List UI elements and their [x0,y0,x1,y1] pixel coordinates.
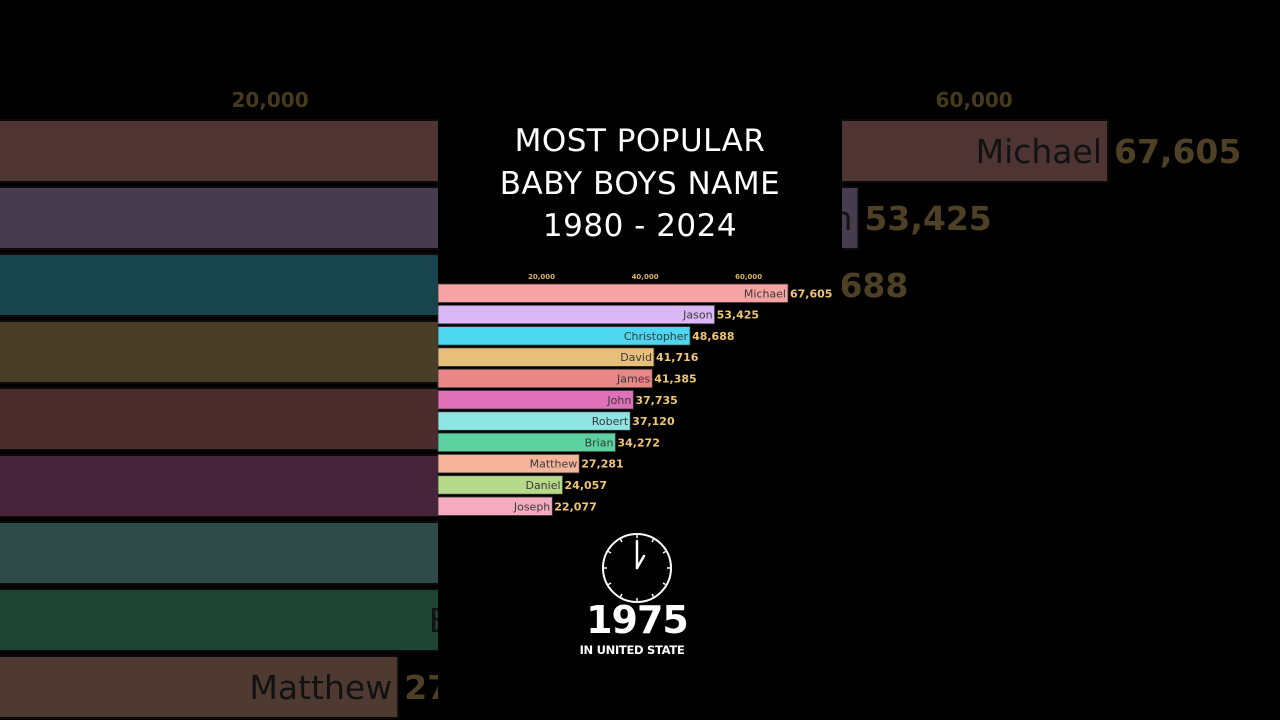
bar [437,390,634,410]
clock-tick [608,582,612,586]
bar [437,283,789,303]
bg-bar-value-label: 67,605 [1114,132,1241,171]
bar-value-label: 34,272 [617,436,659,449]
axis-tick-label: 40,000 [632,273,659,281]
bar [437,475,563,495]
bar-name-label: Jason [682,309,712,322]
bar-chart: 20,000 40,000 60,000 Michael 67,605 Jason 53,4… [437,273,832,516]
bg-axis-tick-label: 20,000 [231,88,308,112]
bar-value-label: 24,057 [565,479,607,492]
bar [437,496,553,516]
bar-value-label: 22,077 [554,500,596,513]
bar [437,304,715,325]
bg-axis-tick-label: 60,000 [936,88,1013,112]
bg-bar [0,655,400,719]
clock-tick [619,539,623,543]
bar-value-label: 37,120 [632,415,675,428]
title-line-2: BABY BOYS NAME [499,166,781,202]
bar [437,411,631,431]
clock-tick [619,593,623,597]
bar-name-label: Christopher [624,330,689,343]
bar-name-label: Michael [744,287,786,300]
clock-icon [602,533,672,603]
bar [437,368,653,389]
bar-name-label: Daniel [525,479,560,492]
clock-tick [662,550,666,554]
bg-bar-name-label: Matthew [249,668,392,707]
bar [437,347,655,367]
bg-bar-name-label: Michael [976,132,1102,171]
title-line-3: 1980 - 2024 [542,208,738,244]
clock-tick [608,550,612,554]
location-label: IN UNITED STATE [579,643,685,657]
bar-value-label: 41,385 [654,372,696,385]
bg-bar-value-label: 53,425 [864,199,991,238]
axis-tick-label: 20,000 [528,273,555,281]
bar-name-label: Robert [592,415,629,428]
bar-value-label: 48,688 [692,330,734,343]
bar [437,453,580,474]
bar-name-label: Matthew [530,458,578,471]
title-line-1: MOST POPULAR [514,123,766,159]
bar-value-label: 67,605 [790,287,832,300]
year-label: 1975 [586,598,689,642]
bar-value-label: 41,716 [656,351,699,364]
bar-name-label: Brian [585,436,614,449]
clock-tick [651,593,655,597]
bar-value-label: 27,281 [581,458,623,471]
bar [437,432,616,453]
bar-value-label: 37,735 [635,394,677,407]
clock-tick [651,539,655,543]
bar-name-label: David [620,351,652,364]
bar-value-label: 53,425 [717,309,759,322]
bar-name-label: James [616,372,650,385]
axis-tick-label: 60,000 [735,273,762,281]
bg-bar [0,588,523,652]
bar-name-label: Joseph [513,500,550,513]
bar [437,326,691,346]
bar-name-label: John [606,394,631,407]
clock-tick [662,582,666,586]
